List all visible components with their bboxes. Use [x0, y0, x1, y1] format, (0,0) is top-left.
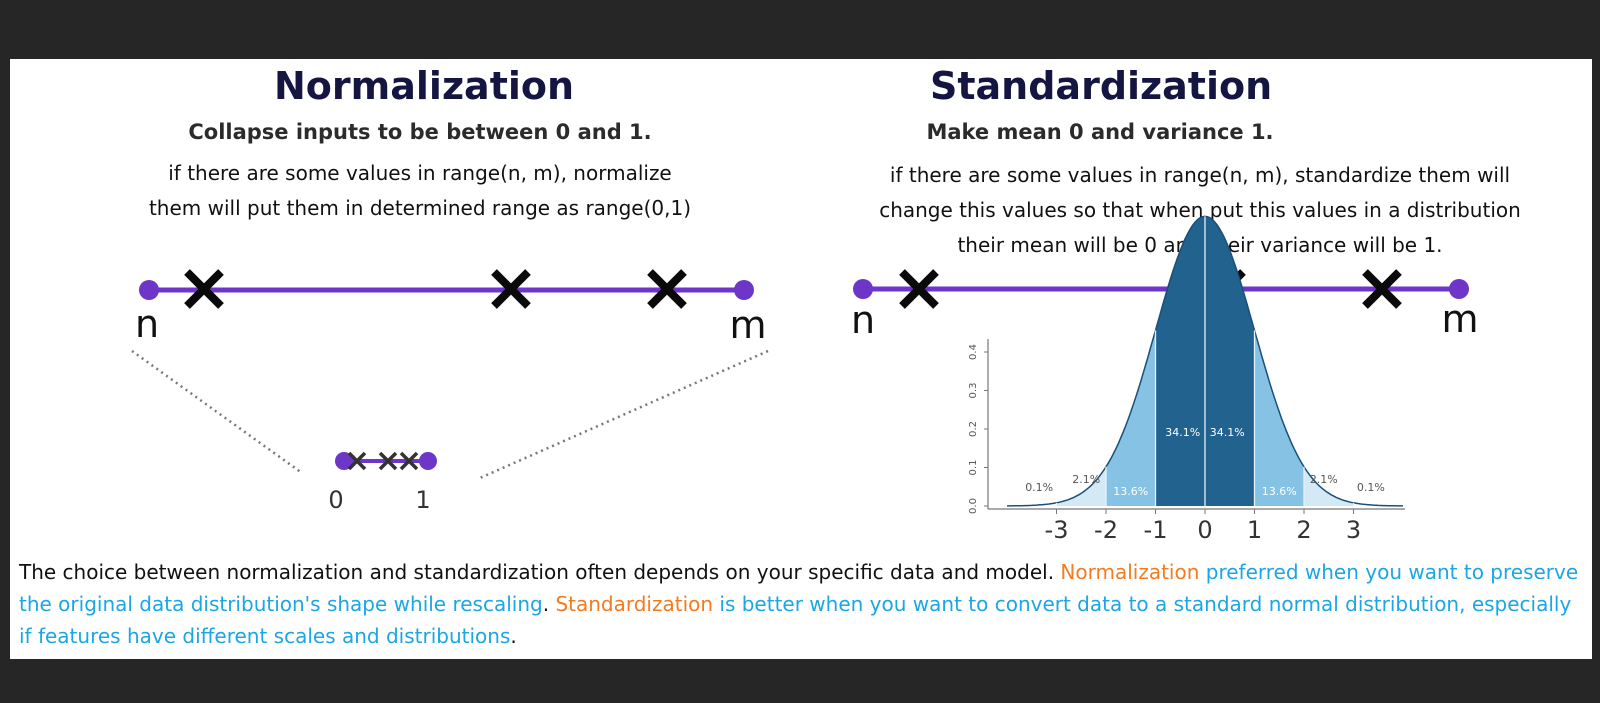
standardization-keyword: Standardization: [555, 592, 714, 616]
percent-label: 2.1%: [1310, 473, 1338, 486]
mini-x-mark: [347, 451, 367, 471]
standardization-title: Standardization: [930, 64, 1273, 108]
standardization-subtitle: Make mean 0 and variance 1.: [926, 120, 1274, 144]
mini-x-mark: [399, 451, 419, 471]
normalization-explanation: preferred when you want to preserve the …: [19, 560, 1579, 616]
x-tick-label: 0: [1197, 516, 1212, 544]
percent-label: 13.6%: [1113, 485, 1148, 498]
y-tick-label: 0.2: [968, 421, 979, 437]
standardization-description-line: if there are some values in range(n, m),…: [889, 163, 1511, 187]
normalization-description-line: if there are some values in range(n, m),…: [168, 161, 672, 185]
normalized-mini-line: [335, 451, 437, 471]
data-point-x-mark: [899, 269, 939, 309]
percent-label: 13.6%: [1262, 485, 1297, 498]
standardization-range-line: [853, 269, 1469, 309]
percent-label: 2.1%: [1072, 473, 1100, 486]
summary-separator: .: [542, 592, 556, 616]
y-tick-label: 0.1: [968, 460, 979, 476]
tail-region: [1056, 466, 1106, 506]
normalization-range-line: [139, 269, 754, 309]
percent-label: 0.1%: [1357, 481, 1385, 494]
normalization-end-label: m: [729, 303, 766, 347]
mini-end-label: 1: [415, 486, 430, 514]
data-point-x-mark: [647, 269, 687, 309]
tail-region: [1304, 466, 1354, 506]
normalization-subtitle: Collapse inputs to be between 0 and 1.: [188, 120, 652, 144]
percent-label: 34.1%: [1165, 426, 1200, 439]
center-region: [1205, 216, 1255, 506]
x-tick-label: 3: [1346, 516, 1361, 544]
x-tick-label: 1: [1247, 516, 1262, 544]
percent-label: 34.1%: [1210, 426, 1245, 439]
normal-distribution-chart: 0.0 0.1 0.2 0.3 0.4 -3 -2 -1 0 1 2 3 0.1% 0.1% 2.1% 2.1…: [968, 215, 1405, 544]
range-end-dot: [734, 280, 754, 300]
data-point-x-mark: [1362, 269, 1402, 309]
standardization-start-label: n: [851, 298, 875, 342]
range-start-dot: [139, 280, 159, 300]
standardization-end-label: m: [1441, 297, 1478, 341]
diagram-canvas: n m 0 1 n m 0.0 0.1: [131, 215, 1479, 544]
data-point-x-mark: [491, 269, 531, 309]
summary-paragraph: The choice between normalization and sta…: [19, 556, 1584, 652]
mini-x-mark: [378, 451, 398, 471]
normalization-keyword: Normalization: [1060, 560, 1200, 584]
x-tick-label: -3: [1045, 516, 1069, 544]
range-end-dot: [1449, 279, 1469, 299]
summary-text: The choice between normalization and sta…: [19, 560, 1061, 584]
x-tick-label: 2: [1296, 516, 1311, 544]
range-start-dot: [853, 279, 873, 299]
y-tick-label: 0.0: [968, 498, 979, 514]
normalization-description: if there are some values in range(n, m),…: [70, 156, 770, 226]
normalization-title: Normalization: [274, 64, 575, 108]
zoom-guide-right: [479, 349, 769, 480]
x-tick-label: -2: [1094, 516, 1118, 544]
zoom-guide-left: [131, 349, 303, 475]
y-tick-label: 0.3: [968, 383, 979, 399]
center-region: [1155, 216, 1205, 506]
normalization-description-line: them will put them in determined range a…: [148, 196, 692, 220]
slide: Normalization Collapse inputs to be betw…: [10, 59, 1592, 659]
data-point-x-mark: [184, 269, 224, 309]
x-tick-label: -1: [1144, 516, 1168, 544]
percent-label: 0.1%: [1025, 481, 1053, 494]
summary-end: .: [510, 624, 517, 648]
normalization-start-label: n: [135, 302, 159, 346]
y-tick-label: 0.4: [968, 344, 979, 360]
standardization-explanation: is better when you want to convert data …: [19, 592, 1572, 648]
mini-start-label: 0: [328, 486, 343, 514]
